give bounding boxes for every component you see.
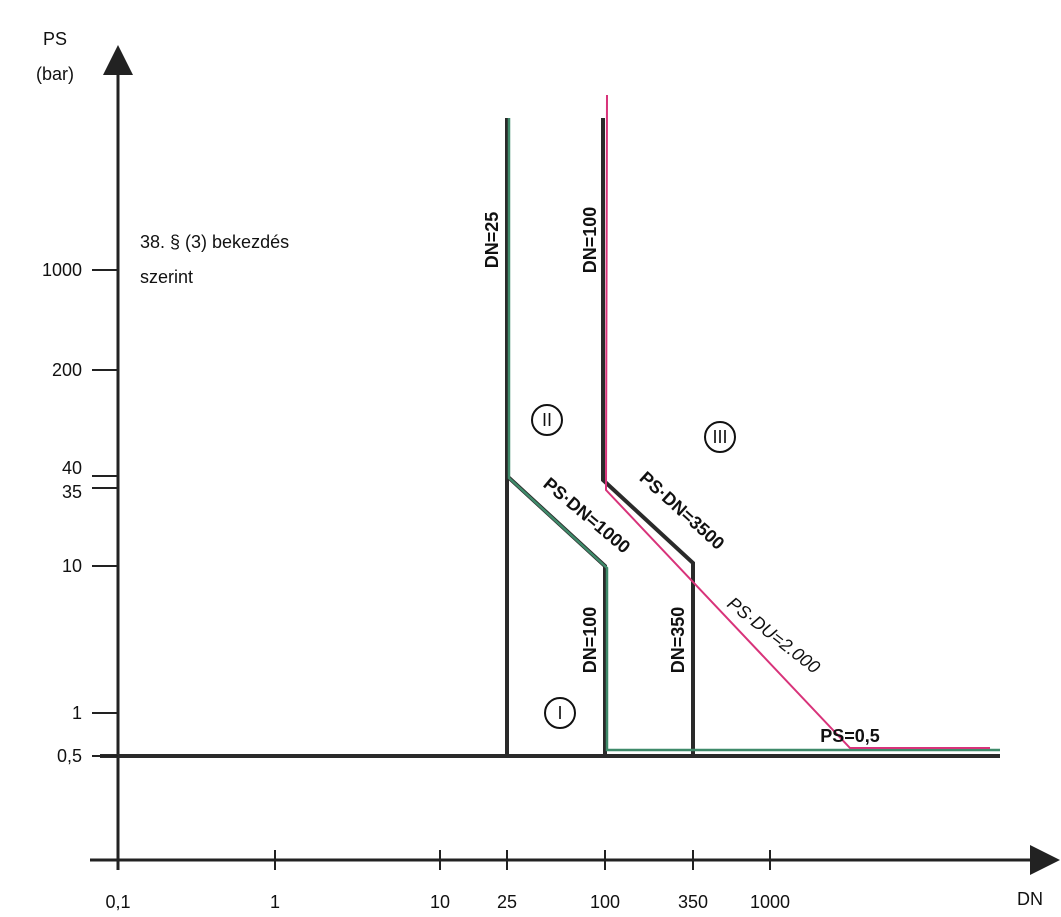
y-tick-label: 35 (62, 482, 82, 502)
y-axis-label: PS (43, 29, 67, 49)
line-label: DN=100 (580, 207, 600, 274)
region-label: I (557, 703, 562, 723)
line-label: PS=0,5 (820, 726, 880, 746)
line-label: DN=350 (668, 607, 688, 674)
line-label: DN=25 (482, 212, 502, 269)
x-tick-label: 100 (590, 892, 620, 912)
region-label: II (542, 410, 552, 430)
note: 38. § (3) bekezdés (140, 232, 289, 252)
x-tick-label: 10 (430, 892, 450, 912)
region-label: III (712, 427, 727, 447)
line-label: PS·DN=3500 (636, 467, 729, 553)
line-label: DN=100 (580, 607, 600, 674)
x-tick-label: 0,1 (105, 892, 130, 912)
region-circle (704, 421, 736, 453)
y-axis-label: (bar) (36, 64, 74, 84)
y-tick-label: 10 (62, 556, 82, 576)
pink-line (604, 94, 990, 749)
green-line (507, 118, 1000, 752)
cat-3-boundary (601, 118, 695, 756)
y-tick-label: 1 (72, 703, 82, 723)
y-tick-label: 40 (62, 458, 82, 478)
x-tick-label: 350 (678, 892, 708, 912)
note: szerint (140, 267, 193, 287)
x-tick-label: 25 (497, 892, 517, 912)
line-label: PS·DN=1000 (540, 473, 634, 557)
y-tick-label: 0,5 (57, 746, 82, 766)
y-tick-label: 1000 (42, 260, 82, 280)
region-circle (531, 404, 563, 436)
y-tick-label: 200 (52, 360, 82, 380)
x-axis-label: DN (1017, 889, 1043, 909)
x-tick-label: 1 (270, 892, 280, 912)
region-circle (544, 697, 576, 729)
line-label: PS·DU=2.000 (724, 593, 824, 677)
x-tick-label: 1000 (750, 892, 790, 912)
